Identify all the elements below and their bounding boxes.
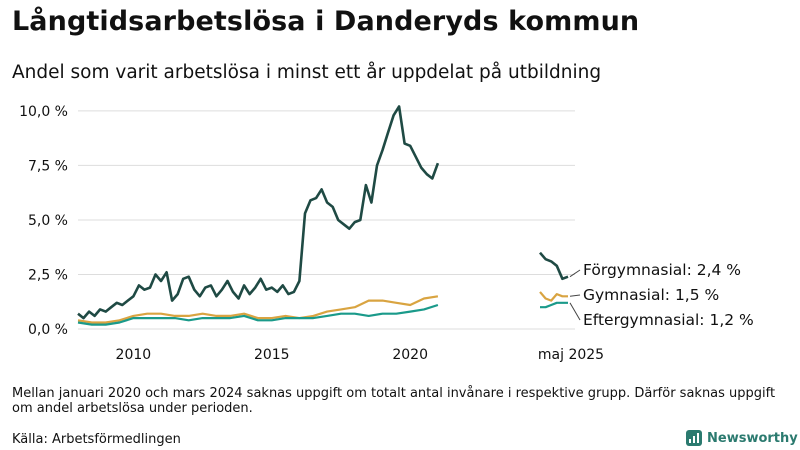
y-tick-label: 7,5 % — [28, 158, 68, 174]
series-label-eftergymnasial: Eftergymnasial: 1,2 % — [583, 311, 754, 329]
x-tick-label: 2010 — [116, 347, 152, 363]
series-latest-eftergymnasial — [540, 301, 568, 309]
label-connector-gymnasial — [569, 294, 581, 297]
x-tick-label-latest: maj 2025 — [538, 347, 604, 363]
y-tick-label: 10,0 % — [19, 104, 68, 120]
x-axis: 2010 2015 2020 maj 2025 — [116, 347, 605, 363]
chart-logo-icon — [686, 430, 702, 446]
label-connector-eftergymnasial — [569, 302, 581, 321]
gridlines — [78, 110, 575, 330]
series-latest-gymnasial — [539, 291, 568, 302]
y-tick-label: 0,0 % — [28, 322, 68, 338]
source: Källa: Arbetsförmedlingen — [12, 432, 181, 447]
chart-title: Långtidsarbetslösa i Danderyds kommun — [12, 6, 640, 37]
label-connector-forgymnasial — [569, 269, 581, 278]
series-label-forgymnasial: Förgymnasial: 2,4 % — [583, 261, 741, 279]
x-tick-label: 2020 — [392, 347, 428, 363]
y-tick-label: 2,5 % — [28, 267, 68, 283]
y-axis: 0,0 % 2,5 % 5,0 % 7,5 % 10,0 % — [19, 104, 68, 338]
series-lines — [77, 105, 569, 326]
y-tick-label: 5,0 % — [28, 213, 68, 229]
series-latest-forgymnasial — [539, 251, 569, 281]
chart: 0,0 % 2,5 % 5,0 % 7,5 % 10,0 % 2010 2015 2020 m… — [19, 104, 754, 363]
series-label-gymnasial: Gymnasial: 1,5 % — [583, 286, 719, 304]
brand-name: Newsworthy — [707, 430, 798, 446]
series-line-gymnasial — [77, 295, 439, 324]
brand-logo[interactable]: Newsworthy — [686, 430, 798, 446]
footnote: Mellan januari 2020 och mars 2024 saknas… — [12, 386, 776, 416]
series-line-eftergymnasial — [77, 303, 439, 326]
series-line-forgymnasial — [77, 105, 440, 320]
chart-subtitle: Andel som varit arbetslösa i minst ett å… — [12, 62, 602, 83]
series-labels: Förgymnasial: 2,4 % Gymnasial: 1,5 % Efter… — [569, 261, 754, 329]
x-tick-label: 2015 — [254, 347, 290, 363]
